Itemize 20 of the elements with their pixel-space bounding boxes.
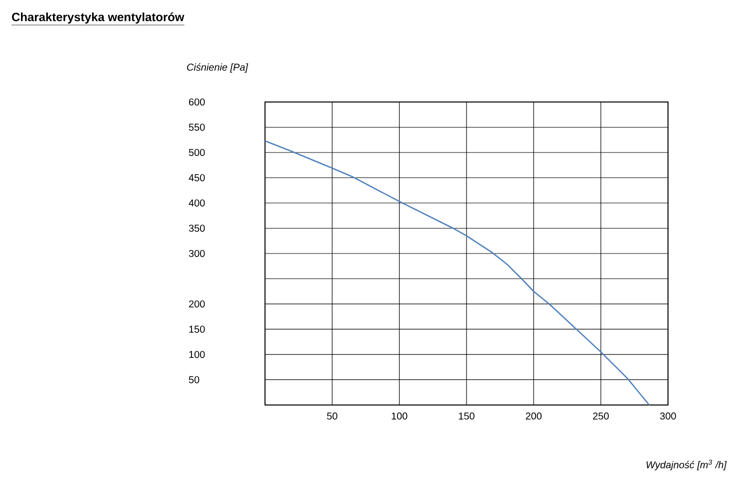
- y-tick-label: 100: [189, 350, 205, 358]
- y-tick-label: 600: [189, 98, 205, 106]
- y-tick-label: 350: [188, 224, 205, 232]
- y-tick-label: 150: [189, 326, 205, 333]
- x-tick-label: 50: [327, 412, 338, 420]
- y-tick-label: 450: [188, 174, 205, 182]
- x-axis-title: Wydajność [m$^{3}$ /h]: [646, 460, 727, 470]
- x-tick-label: 100: [392, 412, 408, 420]
- y-tick-label: 300: [188, 250, 205, 258]
- x-tick-label: 200: [526, 412, 542, 420]
- y-tick-label: 400: [188, 199, 205, 207]
- y-axis-title: Ciśnienie [Pa]: [187, 63, 248, 73]
- y-tick-label: 550: [188, 124, 205, 131]
- y-tick-label: 50: [188, 376, 200, 384]
- x-tick-label: 300: [660, 412, 676, 420]
- y-tick-label: 200: [189, 300, 205, 308]
- y-tick-label: 500: [188, 148, 205, 156]
- x-tick-label: 250: [593, 412, 609, 420]
- text: Charakterystyka wentylatorów: [12, 12, 184, 24]
- x-tick-label: 150: [458, 412, 474, 420]
